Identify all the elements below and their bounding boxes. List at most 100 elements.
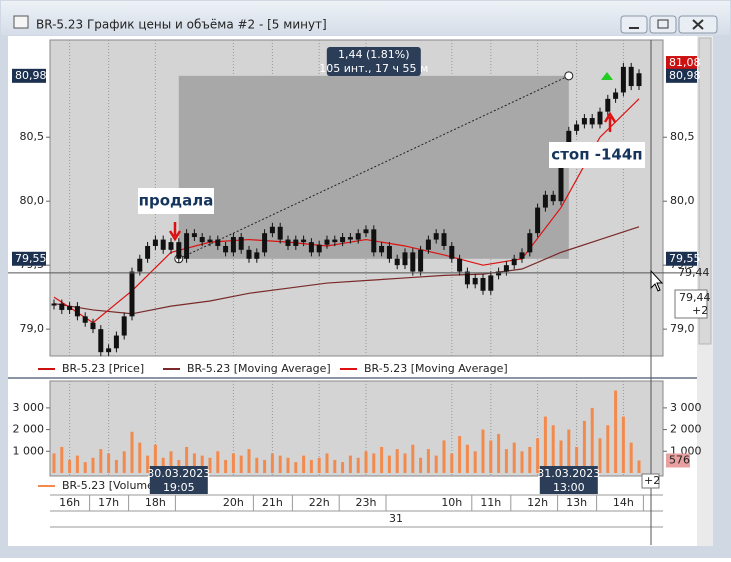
volume-bar xyxy=(458,436,462,473)
measure-box xyxy=(326,47,421,76)
candle xyxy=(363,229,369,234)
volume-bar xyxy=(504,449,508,473)
candle xyxy=(168,242,174,250)
day-label: 31 xyxy=(389,512,403,525)
legend-label: BR-5.23 [Moving Average] xyxy=(364,362,508,375)
maximize-button[interactable] xyxy=(649,15,677,34)
time-label xyxy=(539,466,598,494)
candle xyxy=(223,245,229,253)
candle xyxy=(464,271,470,285)
volume-bar xyxy=(255,457,259,473)
candle xyxy=(316,244,322,253)
volume-bar xyxy=(317,457,321,473)
x-tick-label: 18h xyxy=(145,496,166,509)
volume-bar xyxy=(621,416,625,473)
volume-bar xyxy=(200,455,204,473)
y-tick-label: 3 000 xyxy=(13,401,45,414)
x-tick-label: 13h xyxy=(566,496,587,509)
candle xyxy=(246,249,252,259)
volume-bar xyxy=(325,453,329,473)
candle xyxy=(371,229,377,253)
y-tick-label: 80,5 xyxy=(20,130,45,143)
candle xyxy=(589,118,595,125)
measure-span: 105 инт., 17 ч 55 м xyxy=(319,62,428,75)
volume-bar xyxy=(185,446,189,473)
volume-bar xyxy=(294,462,298,473)
measure-end xyxy=(564,71,574,81)
volume-bar xyxy=(348,455,352,473)
moving-average xyxy=(53,98,640,324)
volume-bar xyxy=(302,455,306,473)
x-tick-label: 23h xyxy=(356,496,377,509)
candle xyxy=(620,66,626,93)
minimize-button[interactable] xyxy=(620,15,648,34)
candle xyxy=(574,124,580,131)
candle xyxy=(67,306,73,310)
candle xyxy=(230,237,236,253)
price-marker xyxy=(12,251,46,266)
volume-bar xyxy=(372,453,376,473)
y-tick-label: 3 000 xyxy=(670,401,702,414)
candle xyxy=(558,156,564,202)
legend-label: BR-5.23 [Price] xyxy=(62,362,144,375)
sell-arrow xyxy=(168,222,182,242)
volume-bar xyxy=(582,420,586,473)
candle xyxy=(184,233,190,259)
candle xyxy=(613,92,619,99)
time-label xyxy=(149,466,208,494)
volume-bar xyxy=(356,457,360,473)
volume-bar xyxy=(473,451,477,473)
candle xyxy=(418,249,424,272)
volume-bar xyxy=(169,451,173,473)
volume-bar xyxy=(247,449,251,473)
candle xyxy=(379,245,385,253)
price-marker xyxy=(12,68,46,83)
volume-bar xyxy=(426,449,430,473)
x-tick-label: 11h xyxy=(480,496,501,509)
candle xyxy=(332,239,338,243)
y-tick-label: 2 000 xyxy=(670,423,702,436)
volume-bar xyxy=(598,438,602,473)
candle xyxy=(152,239,158,246)
candle xyxy=(457,258,463,272)
y-tick-label: 80,5 xyxy=(670,130,695,143)
candle xyxy=(628,66,634,87)
volume-marker xyxy=(666,453,690,468)
candle xyxy=(51,303,57,306)
candle xyxy=(207,239,213,243)
volume-bar xyxy=(192,453,196,473)
candle xyxy=(285,239,291,246)
volume-bar xyxy=(333,459,337,473)
volume-bar xyxy=(512,442,516,473)
volume-bar xyxy=(590,407,594,473)
title-bar xyxy=(1,1,730,35)
scroll-thumb[interactable] xyxy=(698,37,712,345)
volume-bar xyxy=(481,429,485,473)
volume-marker-label: 576 xyxy=(669,453,690,466)
volume-bar xyxy=(614,390,618,473)
crosshair-label: 79,44 xyxy=(678,266,710,279)
candle xyxy=(449,245,455,259)
candle xyxy=(503,265,509,272)
annotation-box xyxy=(138,188,214,214)
price-marker xyxy=(666,68,697,83)
legend-label: BR-5.23 [Volume] xyxy=(62,479,158,492)
volume-bar xyxy=(497,433,501,473)
volume-bar xyxy=(91,457,95,473)
x-tick-label: 10h xyxy=(441,496,462,509)
volume-bar xyxy=(153,444,157,473)
volume-bar xyxy=(606,425,610,473)
volume-bar xyxy=(629,442,633,473)
volume-bar xyxy=(411,444,415,473)
legend-label: BR-5.23 [Moving Average] xyxy=(187,362,331,375)
price-marker xyxy=(666,251,697,266)
volume-bar xyxy=(567,429,571,473)
candle xyxy=(113,335,119,349)
volume-bar xyxy=(551,425,555,473)
volume-bar xyxy=(403,453,407,473)
candle xyxy=(386,245,392,259)
buy-marker xyxy=(601,72,613,80)
mouse-cursor xyxy=(650,269,664,292)
volume-bar xyxy=(68,459,72,473)
